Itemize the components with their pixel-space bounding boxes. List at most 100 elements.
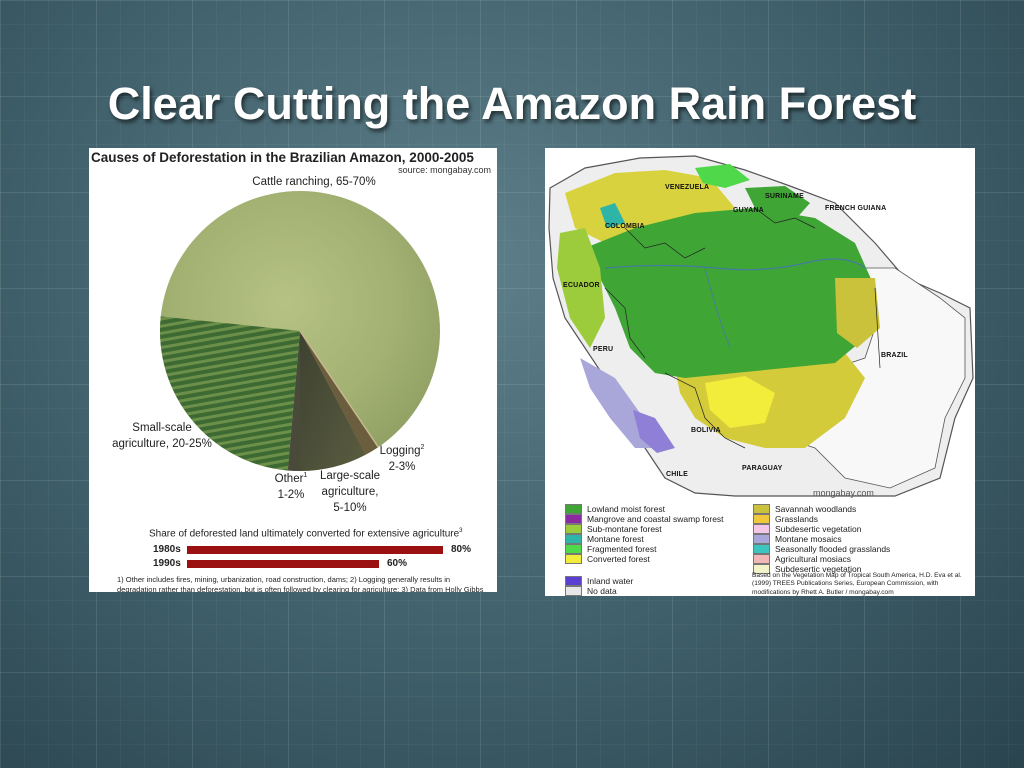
pie-slice-logging bbox=[300, 331, 379, 455]
pie-label-large-line1: Large-scale bbox=[319, 470, 381, 482]
legend-left-item: Fragmented forest bbox=[565, 544, 724, 554]
chart-footnote: 1) Other includes fires, mining, urbaniz… bbox=[117, 575, 484, 592]
legend-right-item: Savannah woodlands bbox=[753, 504, 890, 514]
map-label-ecuador: ECUADOR bbox=[563, 282, 600, 289]
pie-slice-small-scale bbox=[160, 316, 300, 471]
legend-swatch bbox=[565, 586, 582, 596]
legend-label: Lowland moist forest bbox=[587, 504, 665, 514]
bar-value-1980s: 80% bbox=[451, 544, 472, 555]
pie-label-other-line2: 1-2% bbox=[277, 488, 305, 501]
map-label-peru: PERU bbox=[593, 346, 614, 353]
legend-swatch bbox=[565, 514, 582, 524]
south-america-map bbox=[545, 148, 975, 498]
bar-caption-text: Share of deforested land ultimately conv… bbox=[149, 528, 460, 540]
pie-label-large-line3: 5-10% bbox=[333, 502, 367, 514]
pie-label-logging-sup: 2 bbox=[420, 444, 425, 451]
legend-swatch bbox=[753, 554, 770, 564]
pie-label-small-scale: Small-scale agriculture, 20-25% bbox=[107, 420, 217, 452]
pie-label-small-line1: Small-scale bbox=[132, 422, 192, 434]
chart-title: Causes of Deforestation in the Brazilian… bbox=[91, 150, 474, 165]
pie-label-cattle: Cattle ranching, 65-70% bbox=[252, 176, 376, 188]
map-label-venezuela: VENEZUELA bbox=[665, 184, 710, 191]
map-label-guyana: GUYANA bbox=[733, 207, 764, 214]
legend-swatch bbox=[753, 534, 770, 544]
legend-label: No data bbox=[587, 586, 617, 596]
legend-label: Inland water bbox=[587, 576, 634, 586]
legend-left-item: Converted forest bbox=[565, 554, 724, 564]
pie-label-other-sup: 1 bbox=[303, 472, 308, 479]
legend-label: Fragmented forest bbox=[587, 544, 657, 554]
legend-swatch bbox=[753, 514, 770, 524]
legend-swatch bbox=[753, 504, 770, 514]
bar-value-1990s: 60% bbox=[387, 558, 408, 569]
pie-label-other-line1: Other bbox=[274, 472, 304, 485]
legend-swatch bbox=[565, 504, 582, 514]
bar-label-1980s: 1980s bbox=[153, 544, 181, 555]
map-label-colombia: COLOMBIA bbox=[605, 223, 645, 230]
legend-swatch bbox=[753, 524, 770, 534]
legend-left-item: Sub-montane forest bbox=[565, 524, 724, 534]
legend-right-item: Subdesertic vegetation bbox=[753, 524, 890, 534]
bar-1980s bbox=[187, 546, 443, 554]
legend-label: Grasslands bbox=[775, 514, 818, 524]
map-label-chile: CHILE bbox=[666, 471, 688, 478]
map-label-suriname: SURINAME bbox=[765, 193, 804, 200]
legend-right-item: Subdesertic vegetation bbox=[753, 564, 890, 574]
map-label-french-guiana: FRENCH GUIANA bbox=[825, 205, 887, 212]
legend-swatch bbox=[565, 576, 582, 586]
pie-label-other: Other1 1-2% bbox=[269, 468, 313, 503]
slide-title: Clear Cutting the Amazon Rain Forest bbox=[107, 78, 917, 129]
legend-swatch bbox=[565, 544, 582, 554]
pie-label-large-line2: agriculture, bbox=[321, 486, 379, 498]
legend-label: Agricultural mosiacs bbox=[775, 554, 852, 564]
legend-label: Subdesertic vegetation bbox=[775, 564, 862, 574]
pie-label-logging-line1: Logging bbox=[379, 444, 421, 457]
map-label-bolivia: BOLIVIA bbox=[691, 427, 721, 434]
legend-right-item: Seasonally flooded grasslands bbox=[753, 544, 890, 554]
bar-chart-caption: Share of deforested land ultimately conv… bbox=[149, 528, 463, 539]
legend-swatch bbox=[753, 544, 770, 554]
pie-chart bbox=[160, 191, 440, 471]
bar-label-1990s: 1990s bbox=[153, 558, 181, 569]
pie-slice-edge bbox=[299, 330, 379, 448]
map-label-paraguay: PARAGUAY bbox=[742, 465, 783, 472]
chart-source: source: mongabay.com bbox=[398, 165, 491, 175]
map-credit: Based on the Vegetation Map of Tropical … bbox=[752, 572, 962, 596]
legend-label: Converted forest bbox=[587, 554, 650, 564]
legend-swatch bbox=[753, 564, 770, 574]
legend-left-item: Lowland moist forest bbox=[565, 504, 724, 514]
deforestation-chart-panel: Causes of Deforestation in the Brazilian… bbox=[89, 148, 497, 592]
map-watermark: mongabay.com bbox=[813, 488, 874, 498]
legend-label: Seasonally flooded grasslands bbox=[775, 544, 891, 554]
pie-label-small-line2: agriculture, 20-25% bbox=[112, 438, 212, 450]
pie-label-large-scale: Large-scale agriculture, 5-10% bbox=[313, 468, 387, 516]
legend-label: Mangrove and coastal swamp forest bbox=[587, 514, 724, 524]
legend-label: Subdesertic vegetation bbox=[775, 524, 862, 534]
pie-label-logging: Logging2 2-3% bbox=[377, 440, 427, 475]
legend-left-item: Montane forest bbox=[565, 534, 724, 544]
legend-label: Montane mosaics bbox=[775, 534, 842, 544]
legend-right-item: Grasslands bbox=[753, 514, 890, 524]
legend-water-item: No data bbox=[565, 586, 633, 596]
legend-right-column: Savannah woodlands Grasslands Subdesertic … bbox=[753, 504, 890, 574]
bar-caption-sup: 3 bbox=[459, 528, 463, 534]
legend-right-item: Agricultural mosiacs bbox=[753, 554, 890, 564]
legend-water-item: Inland water bbox=[565, 576, 633, 586]
legend-label: Sub-montane forest bbox=[587, 524, 662, 534]
legend-left-column: Lowland moist forest Mangrove and coastal… bbox=[565, 504, 724, 564]
legend-water-column: Inland water No data bbox=[565, 576, 633, 596]
pie-slice-other bbox=[287, 331, 300, 471]
legend-swatch bbox=[565, 554, 582, 564]
legend-swatch bbox=[565, 534, 582, 544]
legend-swatch bbox=[565, 524, 582, 534]
bar-1990s bbox=[187, 560, 379, 568]
map-label-brazil: BRAZIL bbox=[881, 352, 908, 359]
pie-slice-large-scale bbox=[300, 331, 366, 471]
vegetation-map-panel: VENEZUELA SURINAME GUYANA FRENCH GUIANA … bbox=[545, 148, 975, 596]
legend-label: Savannah woodlands bbox=[775, 504, 857, 514]
pie-label-logging-line2: 2-3% bbox=[388, 460, 416, 473]
legend-left-item: Mangrove and coastal swamp forest bbox=[565, 514, 724, 524]
legend-label: Montane forest bbox=[587, 534, 644, 544]
lowland-forest bbox=[585, 208, 875, 378]
legend-right-item: Montane mosaics bbox=[753, 534, 890, 544]
